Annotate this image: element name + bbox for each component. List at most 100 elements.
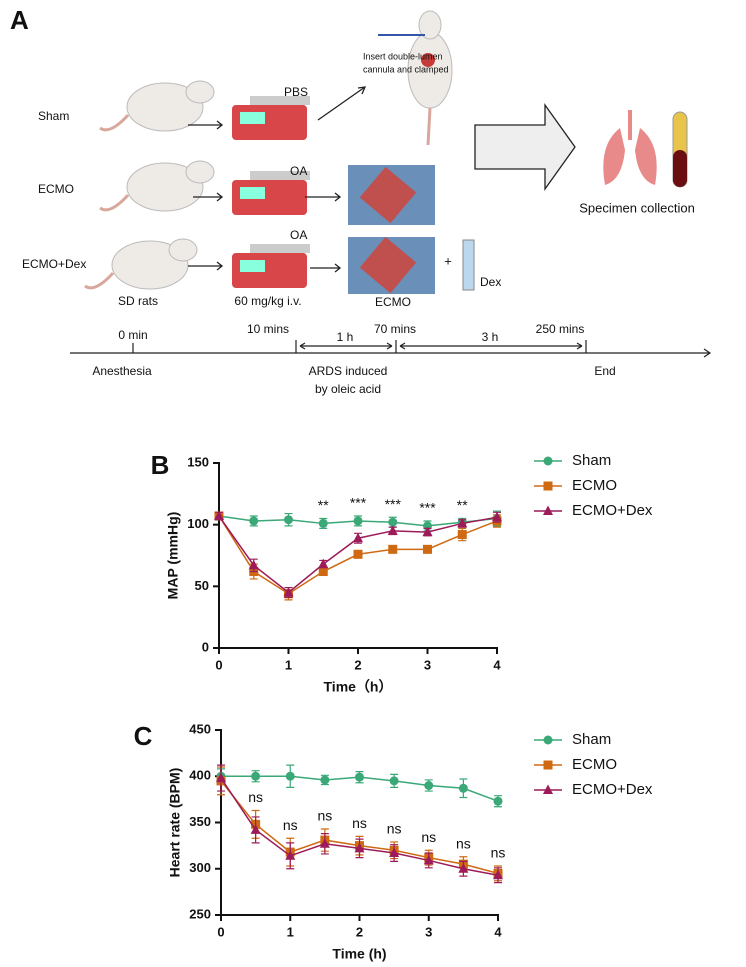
y-tick-label: 250 bbox=[189, 906, 211, 921]
annotation: ns bbox=[387, 821, 402, 837]
panel-label: B bbox=[151, 450, 170, 480]
plus: + bbox=[444, 253, 452, 268]
interval-label: 1 h bbox=[337, 330, 354, 344]
legend-label: ECMO bbox=[572, 756, 617, 773]
x-tick-label: 0 bbox=[215, 657, 222, 672]
annotation: ns bbox=[352, 815, 367, 831]
pump-label: OA bbox=[290, 228, 307, 242]
y-tick-label: 0 bbox=[202, 639, 209, 654]
rat-icons bbox=[84, 10, 453, 290]
point bbox=[318, 567, 328, 577]
ecmo-photos bbox=[348, 165, 435, 294]
x-tick-label: 4 bbox=[493, 657, 501, 672]
x-tick-label: 2 bbox=[354, 657, 361, 672]
legend-label: Sham bbox=[572, 452, 611, 469]
point bbox=[318, 558, 329, 569]
point bbox=[251, 771, 261, 781]
y-tick-label: 350 bbox=[189, 814, 211, 829]
y-tick-label: 300 bbox=[189, 860, 211, 875]
blood-tube bbox=[672, 111, 688, 188]
x-tick-label: 2 bbox=[356, 924, 363, 939]
time-label: 10 mins bbox=[247, 322, 289, 336]
annotation: ns bbox=[421, 829, 436, 845]
point bbox=[423, 854, 434, 865]
group-label: ECMO+Dex bbox=[22, 257, 86, 271]
annotation: ns bbox=[491, 845, 506, 861]
interval-label: 3 h bbox=[482, 330, 499, 344]
caption: 60 mg/kg i.v. bbox=[234, 294, 301, 308]
group-label: Sham bbox=[38, 109, 69, 123]
x-tick-label: 1 bbox=[285, 657, 292, 672]
caption: SD rats bbox=[118, 294, 158, 308]
annotation: *** bbox=[350, 495, 367, 511]
x-tick-label: 1 bbox=[287, 924, 294, 939]
legend-marker bbox=[543, 456, 553, 466]
y-tick-label: 100 bbox=[187, 516, 209, 531]
annotation: ns bbox=[248, 789, 263, 805]
point bbox=[353, 516, 363, 526]
annotation: *** bbox=[419, 500, 436, 516]
point bbox=[250, 824, 261, 834]
caption: Dex bbox=[480, 275, 501, 289]
time-label: 0 min bbox=[118, 328, 147, 342]
legend-label: ECMO+Dex bbox=[572, 781, 653, 798]
point bbox=[353, 549, 363, 559]
point bbox=[422, 526, 433, 537]
x-tick-label: 4 bbox=[494, 924, 502, 939]
point bbox=[389, 847, 400, 858]
legend-marker bbox=[543, 735, 553, 745]
point bbox=[354, 842, 365, 853]
note: Insert double-lumen bbox=[363, 51, 443, 61]
legend-marker bbox=[543, 784, 553, 794]
point bbox=[457, 530, 467, 540]
point bbox=[283, 587, 294, 597]
legend-label: Sham bbox=[572, 731, 611, 748]
point bbox=[457, 517, 468, 528]
caption: ECMO bbox=[375, 295, 411, 309]
chart: B 0 50 100 150 0 1 2 3 4 Time（h） MAP (mmHg) Sham ECMO… bbox=[151, 450, 653, 695]
point bbox=[492, 511, 502, 522]
annotation: ** bbox=[457, 497, 468, 513]
point bbox=[424, 781, 434, 790]
legend-label: ECMO bbox=[572, 477, 617, 494]
annotation: ** bbox=[318, 497, 329, 513]
pump-label: OA bbox=[290, 164, 307, 178]
point bbox=[284, 515, 293, 525]
phase-label: ARDS induced bbox=[309, 364, 388, 378]
point bbox=[216, 772, 226, 783]
note: cannula and clamped bbox=[363, 64, 449, 74]
flow-arrows bbox=[188, 86, 367, 273]
point bbox=[353, 532, 363, 543]
annotation: ns bbox=[317, 808, 332, 824]
point bbox=[320, 775, 330, 785]
point bbox=[249, 516, 259, 526]
x-axis-label: Time（h） bbox=[324, 679, 393, 695]
legend-marker bbox=[543, 505, 553, 515]
x-axis-label: Time (h) bbox=[332, 946, 386, 962]
pump-label: PBS bbox=[284, 85, 308, 99]
time-label: 250 mins bbox=[536, 322, 585, 336]
big-arrow bbox=[474, 102, 576, 192]
phase-label: End bbox=[594, 364, 615, 378]
y-tick-label: 150 bbox=[187, 454, 209, 469]
point bbox=[285, 771, 295, 781]
x-tick-label: 3 bbox=[424, 657, 431, 672]
point bbox=[493, 869, 503, 880]
syringe bbox=[462, 239, 475, 291]
annotation: ns bbox=[283, 817, 298, 833]
point bbox=[214, 510, 224, 521]
lung-icon bbox=[603, 110, 657, 185]
legend-marker bbox=[543, 760, 553, 770]
point bbox=[388, 517, 398, 527]
pump-icons bbox=[232, 96, 310, 288]
phase-label: by oleic acid bbox=[315, 382, 381, 396]
point bbox=[388, 544, 398, 554]
group-label: ECMO bbox=[38, 182, 74, 196]
panel-label: A bbox=[10, 5, 29, 35]
point bbox=[458, 863, 469, 873]
specimen-label: Specimen collection bbox=[579, 200, 695, 215]
heart-icon bbox=[421, 53, 435, 67]
panel-label: C bbox=[134, 721, 153, 751]
point bbox=[387, 525, 398, 535]
legend-label: ECMO+Dex bbox=[572, 502, 653, 519]
